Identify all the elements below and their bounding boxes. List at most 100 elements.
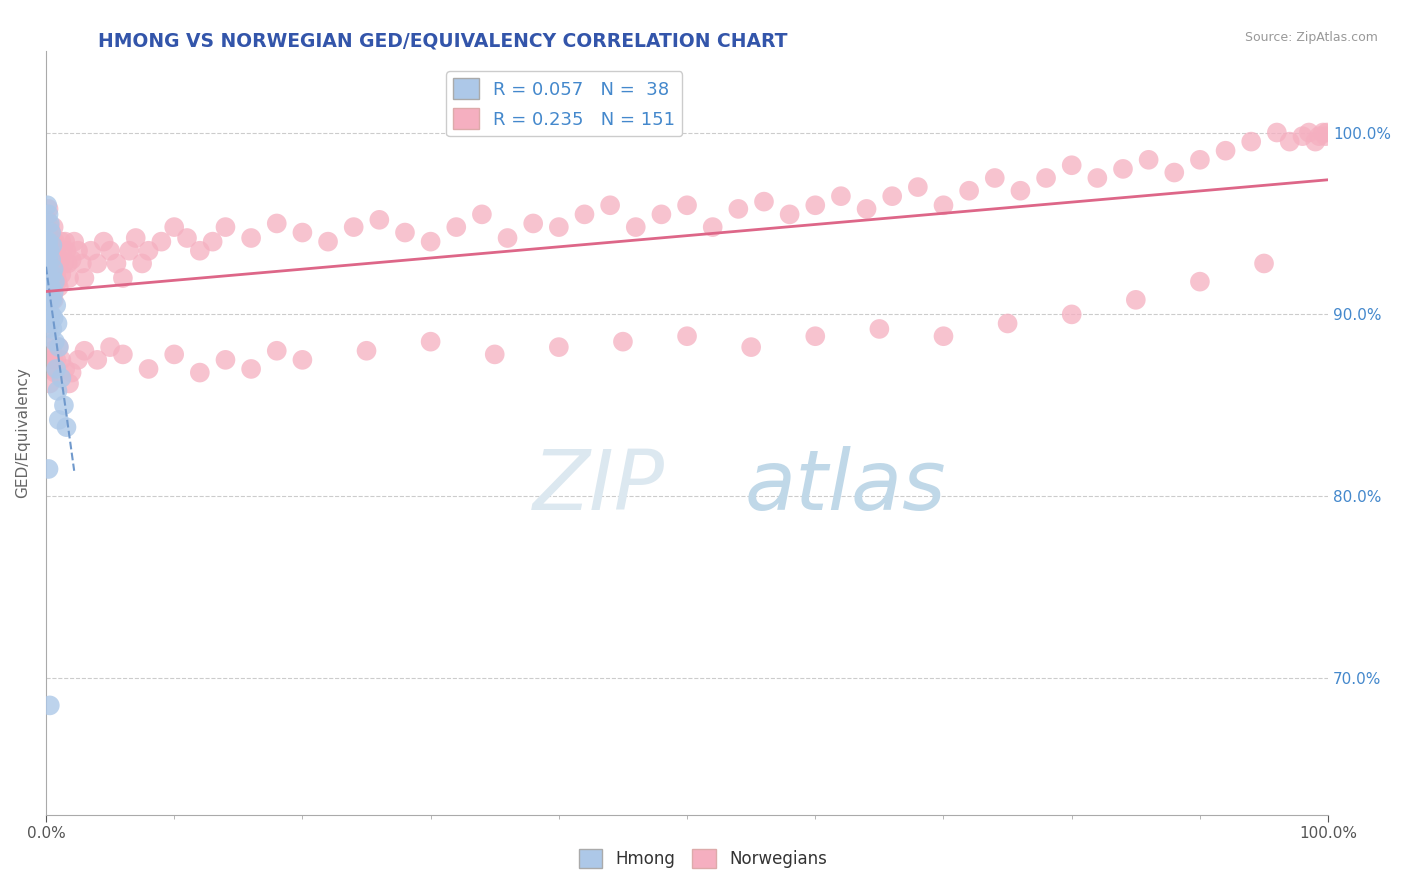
Point — [53, 235, 76, 249]
Point — [44, 275, 66, 289]
Point — [1308, 129, 1330, 144]
Point — [45, 352, 67, 367]
Point — [804, 198, 827, 212]
Point — [39, 226, 62, 240]
Point — [46, 384, 69, 398]
Point — [37, 231, 59, 245]
Point — [48, 280, 70, 294]
Point — [45, 298, 67, 312]
Point — [39, 268, 62, 282]
Point — [39, 226, 62, 240]
Point — [42, 244, 65, 258]
Point — [125, 231, 148, 245]
Point — [73, 343, 96, 358]
Point — [42, 352, 65, 367]
Point — [38, 244, 60, 258]
Point — [522, 217, 544, 231]
Point — [150, 235, 173, 249]
Legend: Hmong, Norwegians: Hmong, Norwegians — [572, 842, 834, 875]
Point — [1060, 158, 1083, 172]
Point — [138, 244, 160, 258]
Point — [37, 249, 59, 263]
Legend: R = 0.057   N =  38, R = 0.235   N = 151: R = 0.057 N = 38, R = 0.235 N = 151 — [446, 71, 682, 136]
Point — [51, 268, 73, 282]
Point — [868, 322, 890, 336]
Point — [1253, 256, 1275, 270]
Point — [111, 347, 134, 361]
Point — [1315, 129, 1337, 144]
Point — [547, 220, 569, 235]
Point — [907, 180, 929, 194]
Point — [547, 340, 569, 354]
Point — [368, 212, 391, 227]
Point — [38, 340, 60, 354]
Point — [1035, 171, 1057, 186]
Point — [39, 280, 62, 294]
Point — [38, 220, 60, 235]
Point — [60, 366, 83, 380]
Point — [60, 252, 83, 267]
Point — [291, 352, 314, 367]
Point — [830, 189, 852, 203]
Point — [66, 352, 89, 367]
Point — [48, 340, 70, 354]
Point — [41, 256, 63, 270]
Point — [44, 366, 66, 380]
Point — [932, 329, 955, 343]
Point — [44, 235, 66, 249]
Point — [49, 252, 72, 267]
Point — [984, 171, 1007, 186]
Point — [188, 244, 211, 258]
Point — [39, 307, 62, 321]
Point — [63, 235, 86, 249]
Point — [574, 207, 596, 221]
Text: Source: ZipAtlas.com: Source: ZipAtlas.com — [1244, 31, 1378, 45]
Point — [39, 244, 62, 258]
Point — [46, 252, 69, 267]
Point — [42, 285, 65, 300]
Point — [44, 275, 66, 289]
Point — [1312, 126, 1334, 140]
Point — [882, 189, 904, 203]
Point — [58, 376, 80, 391]
Point — [38, 268, 60, 282]
Point — [779, 207, 801, 221]
Text: atlas: atlas — [745, 446, 946, 526]
Point — [38, 244, 60, 258]
Point — [48, 256, 70, 270]
Point — [419, 334, 441, 349]
Point — [201, 235, 224, 249]
Point — [38, 235, 60, 249]
Point — [38, 698, 60, 713]
Point — [855, 202, 877, 216]
Point — [98, 244, 121, 258]
Point — [1010, 184, 1032, 198]
Point — [419, 235, 441, 249]
Point — [46, 317, 69, 331]
Point — [214, 220, 236, 235]
Point — [41, 293, 63, 307]
Point — [42, 311, 65, 326]
Point — [44, 334, 66, 349]
Point — [80, 244, 103, 258]
Point — [38, 280, 60, 294]
Point — [1240, 135, 1263, 149]
Point — [752, 194, 775, 209]
Point — [45, 268, 67, 282]
Point — [932, 198, 955, 212]
Point — [266, 217, 288, 231]
Point — [997, 317, 1019, 331]
Point — [111, 271, 134, 285]
Point — [93, 235, 115, 249]
Text: HMONG VS NORWEGIAN GED/EQUIVALENCY CORRELATION CHART: HMONG VS NORWEGIAN GED/EQUIVALENCY CORRE… — [98, 31, 787, 50]
Point — [37, 261, 59, 276]
Point — [38, 271, 60, 285]
Point — [37, 198, 59, 212]
Point — [105, 256, 128, 270]
Text: ZIP: ZIP — [533, 446, 665, 526]
Point — [48, 340, 70, 354]
Point — [484, 347, 506, 361]
Point — [38, 289, 60, 303]
Point — [38, 271, 60, 285]
Point — [51, 371, 73, 385]
